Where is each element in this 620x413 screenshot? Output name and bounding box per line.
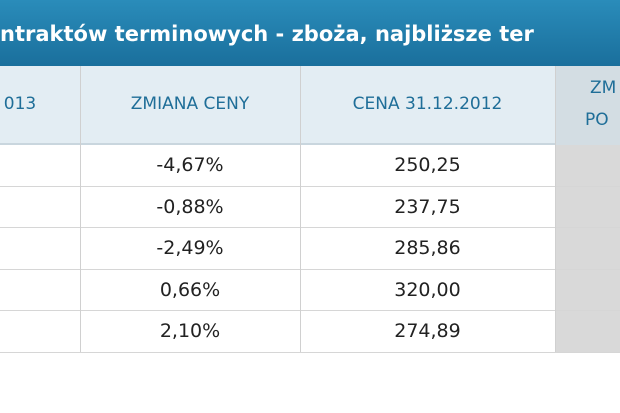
cell-bg [555, 145, 620, 186]
title: ntraktów terminowych - zboża, najbliższe… [0, 22, 534, 46]
header-cell: 013 [3, 94, 37, 114]
table-row [0, 269, 620, 311]
column-divider [300, 66, 301, 352]
cell-bg [555, 269, 620, 310]
change-cell: 0,66% [159, 278, 221, 301]
header-cell: CENA 31.12.2012 [352, 94, 503, 114]
cell-bg [555, 186, 620, 227]
change-cell: -4,67% [156, 154, 224, 176]
title-bar [0, 0, 620, 66]
price-cell: 250,25 [394, 154, 461, 176]
change-cell: -0,88% [156, 195, 224, 218]
cell-bg [555, 311, 620, 352]
table-row [0, 228, 620, 270]
column-divider [80, 66, 81, 352]
price-cell: 274,89 [394, 320, 461, 342]
price-cell: 237,75 [394, 195, 461, 218]
header-cell: ZM [590, 78, 617, 98]
change-cell: 2,10% [159, 320, 221, 342]
price-cell: 320,00 [394, 278, 461, 301]
table-row [0, 311, 620, 353]
column-divider [555, 66, 556, 352]
header-cell: ZMIANA CENY [130, 94, 250, 114]
table-row [0, 145, 620, 187]
header-row [0, 66, 620, 145]
header-cell-bg [555, 66, 620, 145]
cell-bg [555, 228, 620, 269]
header-cell: PO [585, 110, 609, 130]
change-cell: -2,49% [156, 237, 224, 259]
price-cell: 285,86 [394, 237, 461, 259]
table-row [0, 186, 620, 228]
